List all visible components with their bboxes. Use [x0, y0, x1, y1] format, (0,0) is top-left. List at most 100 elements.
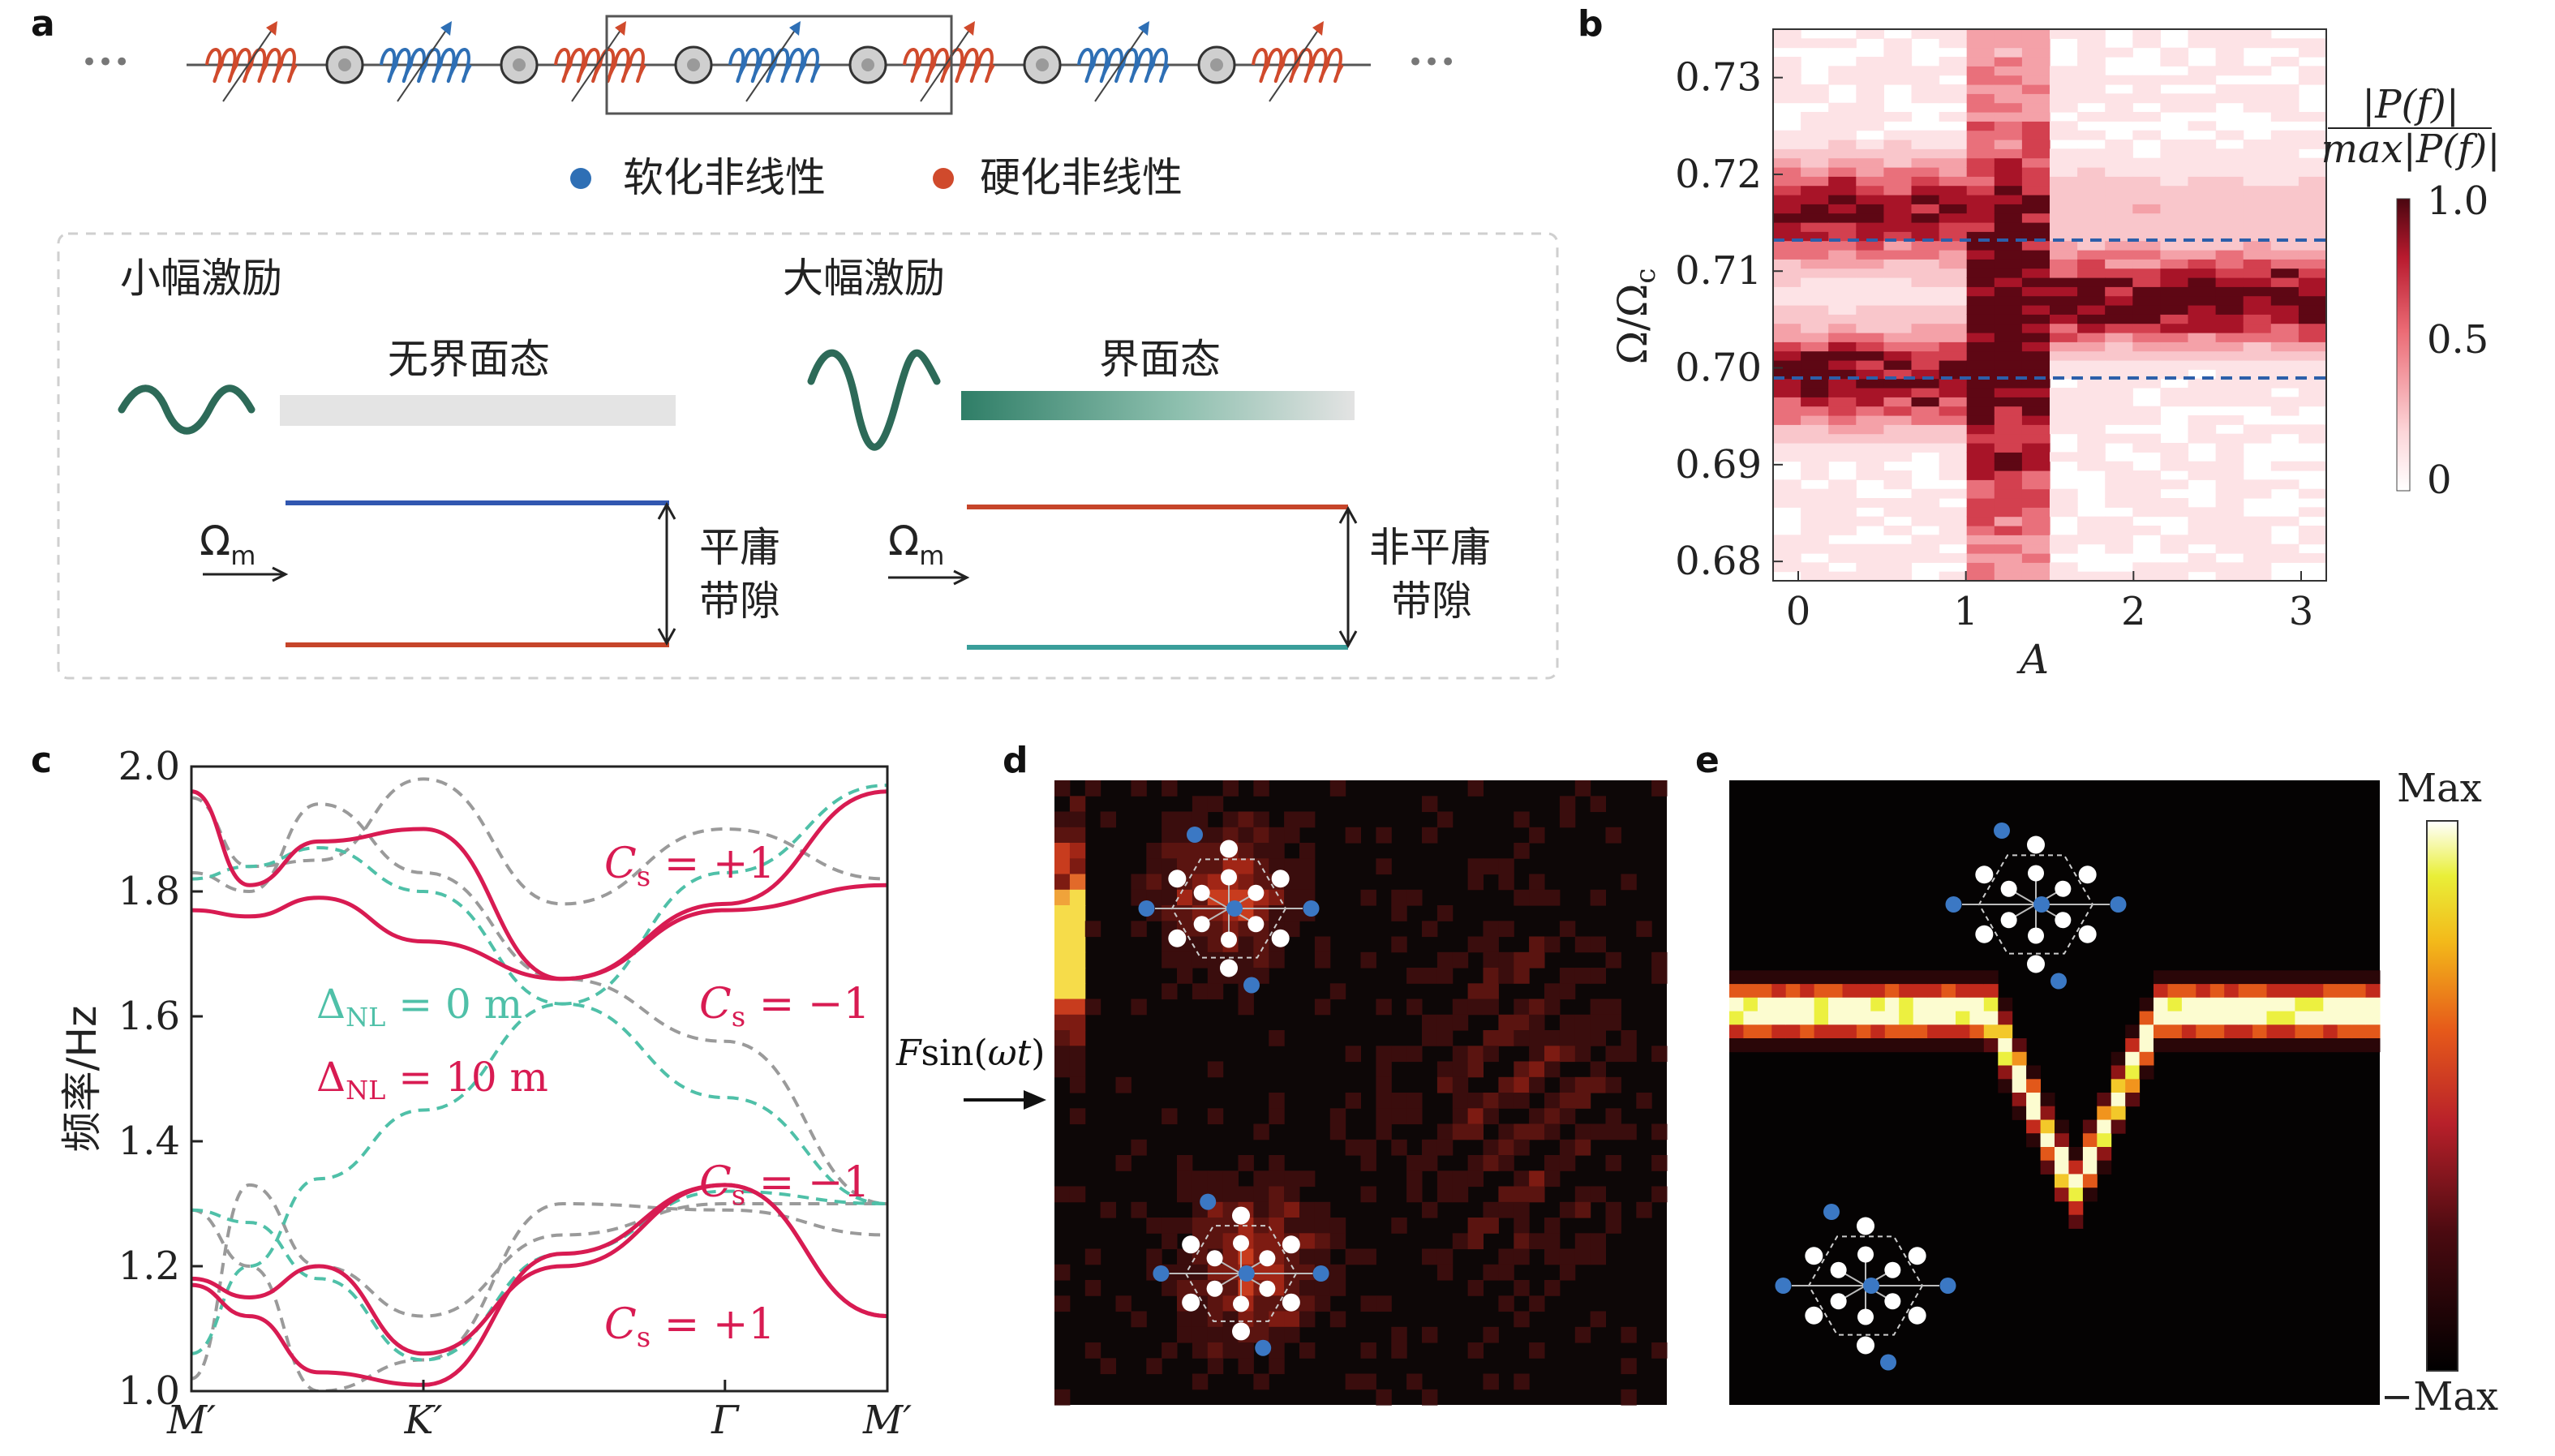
heat-cell: [1253, 811, 1269, 828]
heat-cell: [2160, 369, 2189, 380]
heat-cell: [2050, 259, 2078, 269]
heat-cell: [1651, 951, 1668, 969]
heat-cell: [1651, 968, 1668, 984]
heat-cell: [2021, 84, 2050, 94]
heat-cell: [1069, 968, 1086, 984]
heat-cell: [1828, 195, 1857, 204]
heat-cell: [2337, 1024, 2352, 1039]
heat-cell: [1544, 936, 1561, 953]
panel-e-lattice-bottom: [1775, 1204, 1956, 1371]
heat-cell: [2050, 314, 2078, 324]
heat-cell: [1162, 843, 1178, 859]
heat-cell: [1856, 185, 1884, 195]
heat-cell: [2351, 1038, 2366, 1053]
heat-cell: [1966, 268, 1995, 278]
heat-cell: [1406, 1046, 1423, 1063]
reference-band: [191, 1183, 887, 1381]
heat-cell: [2181, 970, 2196, 985]
heat-cell: [2154, 997, 2168, 1011]
heat-cell: [1828, 250, 1857, 260]
heat-cell: [1911, 148, 1940, 159]
heat-cell: [1314, 951, 1331, 969]
lattice-node: [1908, 1247, 1926, 1265]
heat-cell: [1743, 984, 1758, 999]
heat-cell: [2188, 213, 2217, 223]
heat-cell: [1994, 195, 2023, 204]
heat-cell: [1911, 433, 1940, 444]
heat-cell: [2160, 250, 2189, 260]
heat-cell: [1911, 369, 1940, 380]
heat-cell: [1177, 858, 1193, 875]
heat-cell: [1939, 250, 1968, 260]
heat-cell: [1574, 1233, 1591, 1250]
heat-cell: [1911, 314, 1940, 324]
heat-cell: [1939, 84, 1968, 94]
heat-cell: [1084, 1280, 1101, 1296]
heat-cell: [2160, 148, 2189, 159]
heat-cell: [1911, 488, 1940, 499]
heat-cell: [1146, 1358, 1162, 1375]
heat-cell: [1559, 1014, 1576, 1031]
heat-cell: [1801, 452, 1829, 462]
heat-cell: [2077, 38, 2106, 49]
heat-cell: [2077, 231, 2106, 242]
heat-cell: [1514, 1170, 1530, 1188]
heat-cell: [2132, 314, 2161, 324]
heat-cell: [1422, 1248, 1438, 1265]
heat-cell: [1939, 38, 1968, 49]
heat-cell: [2308, 1024, 2324, 1039]
heat-cell: [1467, 999, 1484, 1016]
heat-cell: [1299, 1201, 1316, 1218]
heat-cell: [1238, 1342, 1254, 1359]
heat-cell: [2132, 268, 2161, 278]
heat-cell: [1911, 543, 1940, 554]
mass-center: [861, 58, 874, 71]
heat-cell: [2215, 250, 2244, 260]
heat-cell: [1391, 1218, 1407, 1234]
heat-cell: [2160, 571, 2189, 582]
heat-cell: [1883, 140, 1913, 149]
heat-cell: [1828, 259, 1857, 269]
heat-cell: [1269, 1218, 1285, 1234]
ytick-label: 0.73: [1675, 55, 1762, 101]
heat-cell: [2050, 415, 2078, 425]
heat-cell: [2243, 305, 2272, 315]
heat-cell: [2050, 204, 2078, 214]
heat-cell: [2243, 369, 2272, 380]
heat-cell: [2105, 314, 2133, 324]
heat-cell: [2068, 1174, 2084, 1188]
lattice-node: [1259, 1250, 1276, 1267]
heat-cell: [2215, 360, 2244, 370]
heat-cell: [1983, 1038, 1999, 1053]
heat-cell: [1814, 1024, 1829, 1039]
heat-cell: [1994, 268, 2023, 278]
heat-cell: [1785, 984, 1801, 999]
heat-cell: [1773, 424, 1801, 435]
lattice-node: [1206, 1250, 1223, 1267]
heat-cell: [2270, 148, 2300, 159]
heat-cell: [2160, 157, 2189, 168]
heat-cell: [1177, 811, 1193, 828]
heat-cell: [2160, 140, 2189, 149]
lattice-node: [1271, 929, 1290, 947]
heat-cell: [1253, 1295, 1269, 1312]
heat-cell: [1800, 984, 1815, 999]
heat-cell: [2012, 1093, 2027, 1107]
heat-cell: [1436, 1076, 1454, 1093]
heat-cell: [1436, 968, 1454, 984]
heat-cell: [1054, 827, 1071, 844]
heat-cell: [1192, 1248, 1209, 1265]
heat-cell: [1146, 874, 1162, 891]
heat-cell: [1785, 1011, 1801, 1025]
heat-cell: [1939, 388, 1968, 397]
heat-cell: [2132, 213, 2161, 223]
heat-cell: [2160, 452, 2189, 462]
heat-cell: [1785, 997, 1801, 1011]
heat-cell: [1966, 507, 1995, 518]
tuning-arrowhead: [964, 21, 975, 36]
heat-cell: [2105, 333, 2133, 342]
heat-cell: [2125, 1038, 2141, 1053]
heat-cell: [1054, 843, 1071, 859]
heat-cell: [1269, 1358, 1285, 1375]
lattice-node-blue: [1312, 1265, 1329, 1282]
